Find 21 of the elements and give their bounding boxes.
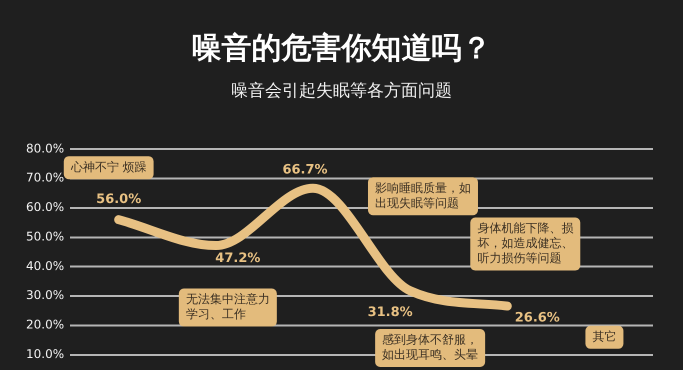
annotation: 其它 [592, 329, 616, 344]
y-tick-label: 60.0% [26, 200, 64, 214]
annotation: 影响睡眠质量，如出现失眠等问题 [374, 180, 471, 210]
data-label: 47.2% [215, 250, 260, 266]
annotation: 心神不宁 烦躁 [70, 160, 147, 174]
y-tick-label: 20.0% [26, 318, 64, 332]
annotation: 无法集中注意力学习、工作 [186, 292, 270, 322]
data-label: 26.6% [514, 310, 560, 326]
chart-subtitle: 噪音会引起失眠等各方面问题 [230, 80, 453, 102]
y-tick-label: 10.0% [26, 346, 64, 361]
data-label: 56.0% [96, 192, 142, 208]
y-tick-label: 40.0% [26, 258, 64, 273]
data-label: 66.7% [282, 162, 328, 178]
annotation: 感到身体不舒服，如出现耳鸣、头晕 [382, 332, 478, 362]
y-tick-label: 30.0% [26, 288, 64, 302]
chart-title: 噪音的危害你知道吗？ [190, 30, 492, 68]
y-tick-label: 70.0% [26, 170, 64, 185]
y-tick-label: 80.0% [26, 141, 64, 156]
annotation: 身体机能下降、损坏，如造成健忘、听力损伤等问题 [476, 221, 574, 266]
data-label: 31.8% [368, 305, 413, 320]
y-tick-label: 50.0% [26, 229, 64, 244]
